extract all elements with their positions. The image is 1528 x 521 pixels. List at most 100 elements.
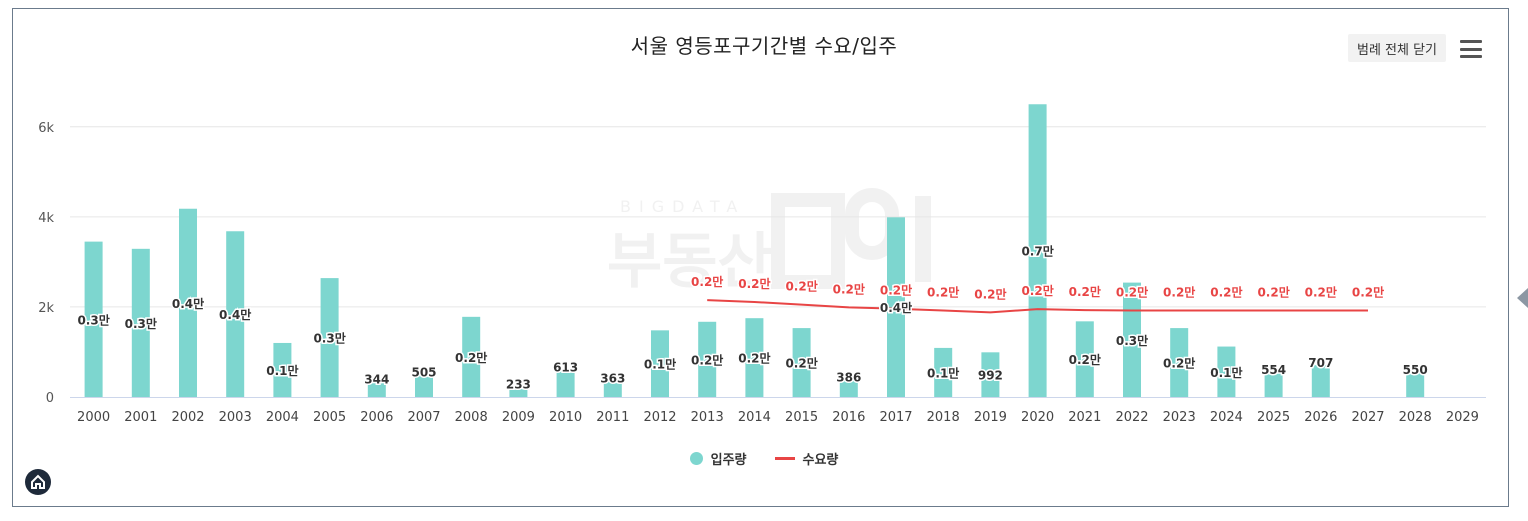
bar-data-label: 0.4만 bbox=[172, 296, 204, 311]
x-tick-label: 2028 bbox=[1399, 410, 1432, 425]
bar bbox=[1217, 346, 1236, 397]
line-data-label: 0.2만 bbox=[691, 274, 723, 289]
legend-item-bar[interactable]: 입주량 bbox=[689, 449, 747, 468]
bar-data-label: 0.2만 bbox=[1163, 356, 1195, 371]
bar bbox=[273, 342, 292, 397]
line-data-label: 0.2만 bbox=[1116, 285, 1148, 300]
x-tick-label: 2017 bbox=[879, 410, 912, 425]
x-tick-label: 2005 bbox=[313, 410, 346, 425]
line-data-label: 0.2만 bbox=[1069, 284, 1101, 299]
y-tick-label: 6k bbox=[38, 121, 54, 136]
x-tick-label: 2018 bbox=[927, 410, 960, 425]
bar bbox=[839, 379, 858, 397]
bar bbox=[1075, 321, 1094, 397]
bar bbox=[367, 381, 386, 397]
line-data-label: 0.2만 bbox=[833, 281, 865, 296]
bar-data-label: 707 bbox=[1308, 356, 1333, 370]
legend-item-line[interactable]: 수요량 bbox=[774, 449, 839, 468]
line-data-label: 0.2만 bbox=[1352, 285, 1384, 300]
bar bbox=[415, 374, 433, 397]
watermark-logo-shape bbox=[771, 193, 845, 289]
line-data-label: 0.2만 bbox=[1210, 285, 1242, 300]
bar-data-label: 0.2만 bbox=[691, 352, 723, 367]
bar-data-label: 0.3만 bbox=[77, 312, 109, 327]
bar-data-label: 0.2만 bbox=[738, 351, 770, 366]
bar-data-label: 0.4만 bbox=[880, 300, 912, 315]
x-axis: 2000 2001 2002 2003 2004 2005 2006 2007 2008 2009… bbox=[77, 410, 1479, 425]
bar-data-label: 992 bbox=[978, 369, 1003, 383]
menu-icon[interactable] bbox=[1460, 40, 1482, 58]
bar-data-label: 550 bbox=[1403, 363, 1428, 377]
bar bbox=[462, 316, 481, 397]
x-tick-label: 2012 bbox=[643, 410, 676, 425]
x-tick-label: 2001 bbox=[124, 410, 157, 425]
x-tick-label: 2026 bbox=[1304, 410, 1337, 425]
bar-data-label: 0.3만 bbox=[125, 316, 157, 331]
x-tick-label: 2004 bbox=[266, 410, 299, 425]
x-tick-label: 2007 bbox=[407, 410, 440, 425]
y-tick-label: 2k bbox=[38, 301, 54, 316]
bar bbox=[131, 248, 150, 397]
bar bbox=[1028, 104, 1047, 398]
brand-logo-icon[interactable] bbox=[25, 469, 51, 495]
bar bbox=[792, 328, 811, 397]
bar-data-label: 0.2만 bbox=[1069, 352, 1101, 367]
bar bbox=[556, 369, 575, 397]
x-tick-label: 2023 bbox=[1163, 410, 1196, 425]
line-series bbox=[707, 299, 1368, 314]
bar-data-label: 505 bbox=[411, 365, 436, 379]
x-tick-label: 2014 bbox=[738, 410, 771, 425]
line-data-label: 0.2만 bbox=[738, 276, 770, 291]
bar-data-label: 344 bbox=[364, 373, 389, 387]
y-axis: 0 2k 4k 6k bbox=[38, 121, 54, 406]
bar bbox=[934, 347, 953, 397]
line-data-label: 0.2만 bbox=[1305, 285, 1337, 300]
line-data-label: 0.2만 bbox=[974, 286, 1006, 301]
line-data-label: 0.2만 bbox=[1163, 285, 1195, 300]
side-collapse-arrow-icon[interactable] bbox=[1517, 288, 1528, 308]
bar-data-label: 0.1만 bbox=[266, 363, 298, 378]
bar-data-label: 0.1만 bbox=[1210, 365, 1242, 380]
line-path bbox=[707, 299, 1368, 314]
bar-data-label: 0.3만 bbox=[1116, 333, 1148, 348]
bar-data-label: 554 bbox=[1261, 363, 1286, 377]
home-icon bbox=[31, 474, 45, 489]
watermark-logo-shape bbox=[915, 196, 931, 282]
legend-line-icon bbox=[774, 457, 795, 460]
bar-data-label: 0.1만 bbox=[927, 365, 959, 380]
bar-data-label: 0.2만 bbox=[785, 356, 817, 371]
watermark: BIGDATA 부동산 bbox=[607, 188, 931, 297]
x-tick-label: 2025 bbox=[1257, 410, 1290, 425]
chart-container bbox=[12, 8, 1509, 507]
x-tick-label: 2024 bbox=[1210, 410, 1243, 425]
bar-labels: 0.3만 0.3만 0.4만 0.4만 0.1만 0.3만 344 505 0.2만 233 613… bbox=[76, 242, 1429, 393]
legend-label-line: 수요량 bbox=[802, 453, 839, 468]
bar-data-label: 0.2만 bbox=[455, 350, 487, 365]
x-tick-label: 2011 bbox=[596, 410, 629, 425]
x-tick-label: 2010 bbox=[549, 410, 582, 425]
bar-data-label: 0.4만 bbox=[219, 307, 251, 322]
legend-dot-icon bbox=[689, 452, 703, 465]
y-tick-label: 0 bbox=[46, 391, 54, 406]
bar bbox=[1264, 372, 1283, 397]
line-data-label: 0.2만 bbox=[1021, 283, 1053, 298]
x-tick-label: 2019 bbox=[974, 410, 1007, 425]
bar-data-label: 386 bbox=[836, 371, 861, 385]
grid bbox=[70, 126, 1486, 398]
legend-toggle-button[interactable]: 범례 전체 닫기 bbox=[1348, 34, 1446, 62]
y-tick-label: 4k bbox=[38, 211, 54, 226]
watermark-logo-shape bbox=[845, 188, 899, 260]
x-tick-label: 2013 bbox=[691, 410, 724, 425]
line-data-label: 0.2만 bbox=[1257, 285, 1289, 300]
x-tick-label: 2003 bbox=[219, 410, 252, 425]
bar bbox=[1170, 328, 1189, 397]
x-tick-label: 2027 bbox=[1351, 410, 1384, 425]
legend: 입주량 수요량 bbox=[0, 449, 1528, 468]
bar-series bbox=[84, 104, 1425, 398]
bar-data-label: 233 bbox=[506, 378, 531, 392]
bar bbox=[603, 380, 622, 397]
x-tick-label: 2008 bbox=[455, 410, 488, 425]
line-data-label: 0.2만 bbox=[880, 283, 912, 298]
x-tick-label: 2016 bbox=[832, 410, 865, 425]
